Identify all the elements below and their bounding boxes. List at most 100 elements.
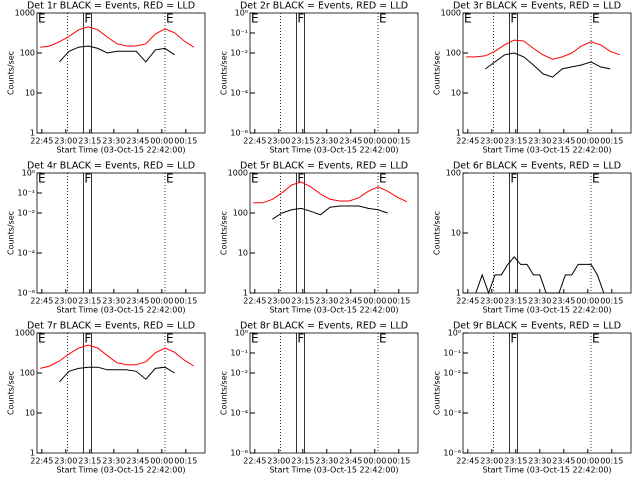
plot-frame xyxy=(462,172,632,294)
x-tick-label: 00:00 xyxy=(576,457,599,466)
chart-title: Det 8r BLACK = Events, RED = LLD xyxy=(240,321,408,332)
x-axis-label: Start Time (03-Oct-15 22:42:00) xyxy=(482,306,611,315)
x-axis-label: Start Time (03-Oct-15 22:42:00) xyxy=(269,306,398,315)
y-tick-label: 10 xyxy=(25,89,35,98)
y-tick-label: 10⁻¹ xyxy=(443,349,461,358)
x-tick-label: 23:00 xyxy=(267,297,290,306)
x-tick-label: 00:00 xyxy=(150,137,173,146)
flag-label: E xyxy=(38,332,46,346)
x-axis-label: Start Time (03-Oct-15 22:42:00) xyxy=(56,466,185,475)
y-tick-label: 10⁻⁶ xyxy=(230,449,248,458)
flag-label: F xyxy=(297,332,304,346)
x-axis-label: Start Time (03-Oct-15 22:42:00) xyxy=(56,146,185,155)
x-tick-label: 23:15 xyxy=(291,457,314,466)
x-tick-label: 23:00 xyxy=(480,297,503,306)
chart-title: Det 3r BLACK = Events, RED = LLD xyxy=(453,1,621,12)
x-tick-label: 00:15 xyxy=(387,297,410,306)
y-tick-label: 100 xyxy=(446,169,461,178)
x-tick-label: 00:15 xyxy=(174,137,197,146)
x-axis-label: Start Time (03-Oct-15 22:42:00) xyxy=(269,146,398,155)
x-tick-label: 23:30 xyxy=(528,457,551,466)
y-tick-label: 10⁰ xyxy=(235,9,248,18)
y-tick-label: 10⁻¹ xyxy=(230,349,248,358)
y-tick-label: 10 xyxy=(238,249,248,258)
y-tick-label: 10⁻⁴ xyxy=(17,249,35,258)
flag-label: E xyxy=(251,12,259,26)
chart-title: Det 5r BLACK = Events, RED = LLD xyxy=(240,161,408,172)
y-tick-label: 10⁻⁶ xyxy=(17,289,35,298)
x-tick-label: 23:45 xyxy=(339,457,362,466)
x-tick-label: 23:30 xyxy=(315,297,338,306)
x-tick-label: 23:15 xyxy=(78,457,101,466)
x-tick-label: 22:45 xyxy=(456,457,479,466)
x-tick-label: 23:15 xyxy=(504,297,527,306)
x-tick-label: 00:00 xyxy=(363,457,386,466)
plot-frame xyxy=(249,12,419,134)
x-tick-label: 23:45 xyxy=(126,457,149,466)
y-tick-label: 10⁻⁶ xyxy=(230,129,248,138)
y-tick-label: 100 xyxy=(446,49,461,58)
x-tick-label: 00:00 xyxy=(363,297,386,306)
chart-title: Det 6r BLACK = Events, RED = LLD xyxy=(453,161,621,172)
chart-title: Det 1r BLACK = Events, RED = LLD xyxy=(27,1,195,12)
y-tick-label: 100 xyxy=(233,209,248,218)
y-tick-label: 10⁰ xyxy=(448,329,461,338)
y-tick-label: 100 xyxy=(20,369,35,378)
x-axis-label: Start Time (03-Oct-15 22:42:00) xyxy=(482,146,611,155)
y-axis-label: Counts/sec xyxy=(7,211,16,255)
y-axis-label: Counts/sec xyxy=(220,211,229,255)
flag-label: E xyxy=(379,172,387,186)
y-tick-label: 1000 xyxy=(228,169,248,178)
x-tick-label: 23:45 xyxy=(126,137,149,146)
y-tick-label: 10 xyxy=(451,229,461,238)
y-tick-label: 10⁰ xyxy=(235,329,248,338)
y-tick-label: 10⁻⁴ xyxy=(443,409,461,418)
x-tick-label: 00:15 xyxy=(600,137,623,146)
y-tick-label: 10⁰ xyxy=(22,169,35,178)
x-tick-label: 23:15 xyxy=(291,137,314,146)
flag-label: F xyxy=(84,12,91,26)
chart-title: Det 7r BLACK = Events, RED = LLD xyxy=(27,321,195,332)
x-tick-label: 23:00 xyxy=(54,457,77,466)
flag-label: E xyxy=(592,172,600,186)
y-axis-label: Counts/sec xyxy=(7,371,16,415)
x-tick-label: 23:00 xyxy=(54,297,77,306)
flag-label: F xyxy=(84,172,91,186)
series-line xyxy=(253,181,408,204)
flag-label: E xyxy=(592,332,600,346)
x-tick-label: 00:00 xyxy=(150,457,173,466)
x-tick-label: 23:15 xyxy=(78,137,101,146)
y-tick-label: 10⁻² xyxy=(443,369,461,378)
y-axis-label: Counts/sec xyxy=(433,51,442,95)
flag-label: F xyxy=(297,172,304,186)
y-tick-label: 10⁻⁴ xyxy=(230,89,248,98)
x-tick-label: 23:15 xyxy=(504,457,527,466)
y-axis-label: Counts/sec xyxy=(433,211,442,255)
flag-label: E xyxy=(379,332,387,346)
x-tick-label: 00:00 xyxy=(150,297,173,306)
chart-title: Det 4r BLACK = Events, RED = LLD xyxy=(27,161,195,172)
y-tick-label: 10⁻¹ xyxy=(230,29,248,38)
y-tick-label: 10⁻¹ xyxy=(17,189,35,198)
x-tick-label: 23:00 xyxy=(267,457,290,466)
x-tick-label: 22:45 xyxy=(243,137,266,146)
flag-label: E xyxy=(379,12,387,26)
x-tick-label: 23:45 xyxy=(126,297,149,306)
flag-label: E xyxy=(592,12,600,26)
x-tick-label: 23:00 xyxy=(267,137,290,146)
x-tick-label: 23:00 xyxy=(54,137,77,146)
chart-title: Det 2r BLACK = Events, RED = LLD xyxy=(240,1,408,12)
flag-label: F xyxy=(510,12,517,26)
series-line xyxy=(466,39,620,60)
x-tick-label: 23:45 xyxy=(552,137,575,146)
y-tick-label: 10⁻⁶ xyxy=(443,449,461,458)
flag-label: F xyxy=(510,332,517,346)
plot-frame xyxy=(249,332,419,454)
x-tick-label: 23:30 xyxy=(315,137,338,146)
y-tick-label: 10⁻² xyxy=(17,209,35,218)
y-tick-label: 10 xyxy=(451,89,461,98)
x-tick-label: 23:45 xyxy=(339,297,362,306)
series-line xyxy=(59,366,175,383)
x-tick-label: 22:45 xyxy=(243,457,266,466)
x-tick-label: 23:45 xyxy=(339,137,362,146)
